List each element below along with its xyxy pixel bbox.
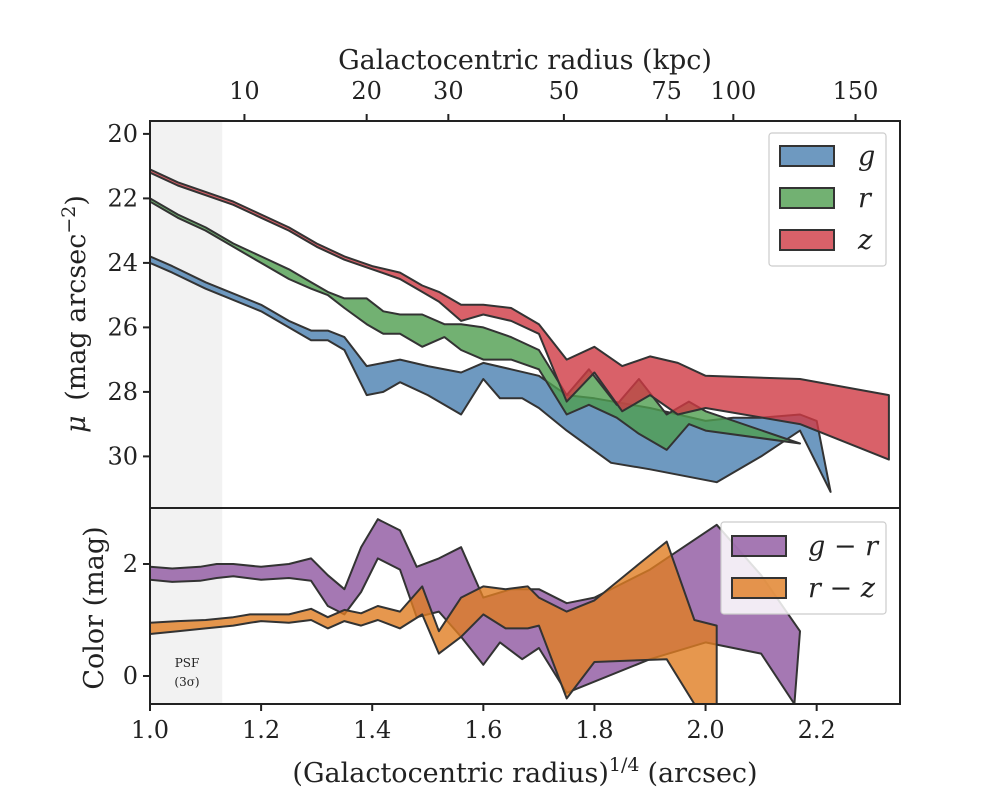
legend-swatch-r-z xyxy=(731,577,787,599)
x-tick-label: 1.6 xyxy=(464,716,502,744)
x-tick-label: 2.2 xyxy=(798,716,836,744)
secondary-x-tick-label: 75 xyxy=(651,77,682,105)
top-y-tick-label: 20 xyxy=(107,120,138,148)
color-panel: 02 1.0 1.2 1.4 1.6 1.8 2.0 2.2 PSF (3σ) Color … xyxy=(79,507,901,789)
x-tick-label: 1.0 xyxy=(131,716,169,744)
bottom-y-tick-label: 0 xyxy=(123,662,138,690)
top-y-axis-title: μ (mag arcsec−2) xyxy=(58,195,92,433)
bottom-y-tick-label: 2 xyxy=(123,550,138,578)
legend-swatch-r xyxy=(779,187,835,209)
surface-brightness-bands xyxy=(150,168,890,493)
band-r-z xyxy=(150,540,718,704)
legend-swatch-g-r xyxy=(731,535,787,557)
secondary-x-tick-label: 10 xyxy=(229,77,260,105)
x-tick-label: 1.8 xyxy=(575,716,613,744)
top-y-tick-label: 22 xyxy=(107,184,138,212)
secondary-x-tick-label: 150 xyxy=(833,77,879,105)
bottom-y-axis-title: Color (mag) xyxy=(79,526,110,689)
secondary-x-tick-label: 50 xyxy=(549,77,580,105)
secondary-x-tick-label: 20 xyxy=(351,77,382,105)
x-tick-label: 1.2 xyxy=(242,716,280,744)
secondary-x-axis-title: Galactocentric radius (kpc) xyxy=(338,45,712,76)
psf-region-bottom xyxy=(150,508,223,704)
psf-region-top xyxy=(150,121,223,508)
top-legend: g r z xyxy=(768,132,887,267)
color-bands xyxy=(150,518,801,704)
bottom-panel-frame xyxy=(149,507,901,705)
legend-swatch-g xyxy=(779,145,835,167)
legend-label-r-z: r − z xyxy=(808,573,876,604)
top-y-tick-label: 30 xyxy=(107,442,138,470)
psf-label-line2: (3σ) xyxy=(174,675,199,689)
top-y-tick-label: 26 xyxy=(107,313,138,341)
legend-label-z: z xyxy=(857,225,873,256)
top-y-tick-label: 28 xyxy=(107,378,138,406)
secondary-x-tick-label: 100 xyxy=(710,77,756,105)
legend-label-g: g xyxy=(858,141,875,172)
band-z xyxy=(150,168,890,461)
legend-swatch-z xyxy=(779,229,835,251)
band-r xyxy=(150,197,801,451)
secondary-x-tick-label: 30 xyxy=(433,77,464,105)
bottom-y-ticks: 02 xyxy=(123,550,150,690)
x-tick-label: 2.0 xyxy=(686,716,724,744)
legend-label-g-r: g − r xyxy=(808,531,880,562)
surface-brightness-panel: 20 22 24 26 28 30 10 20 30 50 75 100 150 Galactocen… xyxy=(58,45,901,509)
top-y-tick-label: 24 xyxy=(107,249,138,277)
x-tick-label: 1.4 xyxy=(353,716,391,744)
bottom-x-ticks: 1.0 1.2 1.4 1.6 1.8 2.0 2.2 xyxy=(131,704,836,744)
secondary-x-ticks: 10 20 30 50 75 100 150 xyxy=(229,77,878,121)
x-axis-title: (Galactocentric radius)1/4 (arcsec) xyxy=(292,754,757,789)
top-y-ticks: 20 22 24 26 28 30 xyxy=(107,120,150,470)
legend-label-r: r xyxy=(858,183,873,214)
psf-label-line1: PSF xyxy=(175,656,200,670)
bottom-legend: g − r r − z xyxy=(720,521,887,615)
band-g xyxy=(150,255,832,493)
